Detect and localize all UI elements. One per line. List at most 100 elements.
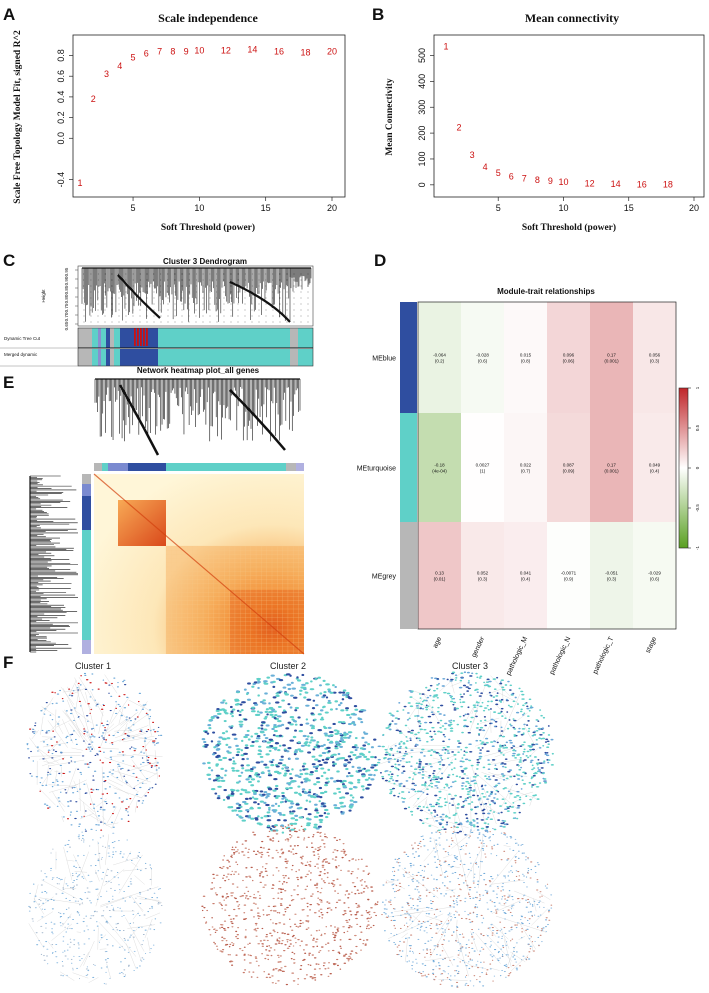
network-node [142, 933, 145, 935]
network-node [259, 700, 264, 704]
network-node [249, 876, 252, 879]
network-node [128, 964, 130, 966]
network-node [280, 967, 283, 969]
network-node [339, 702, 343, 705]
panel-e: E Network heatmap plot_all genes [3, 366, 305, 655]
network-node [449, 680, 453, 682]
network-node [518, 798, 522, 801]
network-node [436, 684, 439, 686]
network-node [334, 932, 338, 934]
network-node [404, 750, 407, 753]
network-node [523, 723, 526, 726]
network-node [201, 905, 204, 907]
network-node [312, 796, 317, 799]
module-color-segment [158, 328, 290, 348]
panel-d-color-scale [678, 387, 689, 549]
network-node [483, 681, 486, 684]
network-node [460, 696, 464, 698]
network-node [318, 818, 324, 822]
network-node [266, 819, 272, 822]
network-node [84, 674, 87, 676]
network-node [467, 803, 471, 805]
network-node [106, 961, 108, 963]
network-node [275, 833, 279, 835]
network-node [444, 801, 448, 804]
network-node [281, 831, 285, 834]
network-node [292, 945, 295, 947]
network-node [261, 943, 265, 945]
network-node [519, 710, 523, 713]
network-edge [85, 692, 96, 732]
network-node [260, 871, 264, 873]
panel-e-left-color-bar [82, 474, 91, 654]
network-node [90, 828, 93, 830]
grid-dot [244, 321, 246, 323]
network-node [250, 768, 254, 771]
network-node [483, 803, 486, 806]
network-node [279, 961, 282, 963]
network-node [541, 737, 546, 740]
network-node [226, 896, 230, 898]
network-node [122, 681, 125, 683]
network-node [430, 711, 434, 714]
network-node [504, 898, 507, 900]
network-node [476, 723, 479, 725]
network-node [118, 751, 121, 753]
heatmap-cell-pvalue: (4e-04) [432, 469, 447, 474]
network-node [151, 896, 154, 898]
network-node [384, 779, 388, 782]
network-node [497, 790, 500, 793]
network-node [530, 786, 534, 788]
network-node [521, 714, 525, 716]
network-node [38, 940, 41, 942]
network-node [139, 893, 142, 895]
network-node [355, 917, 358, 920]
network-edge [532, 898, 537, 912]
network-edge [75, 710, 92, 723]
network-edge [89, 814, 113, 829]
network-node [50, 867, 52, 869]
network-node [46, 774, 49, 776]
grid-dot [286, 279, 288, 281]
network-node [401, 765, 405, 768]
network-node [144, 929, 147, 931]
network-node [394, 717, 398, 719]
network-node [283, 819, 287, 822]
network-node [247, 851, 250, 853]
network-node [531, 768, 534, 771]
network-node [335, 907, 337, 909]
network-node [51, 757, 54, 759]
grid-dot [286, 321, 288, 323]
network-node [433, 694, 436, 697]
network-node [321, 802, 325, 805]
network-node [64, 844, 67, 846]
network-node [29, 907, 32, 909]
network-node [149, 787, 151, 789]
y-tick-label: 0.85 [64, 285, 69, 294]
network-edge [107, 782, 130, 795]
network-node [281, 932, 284, 934]
network-node [281, 970, 284, 972]
network-node [452, 701, 457, 704]
network-node [42, 741, 46, 743]
network-edge [453, 826, 469, 890]
network-node [517, 804, 521, 807]
network-node [91, 689, 94, 691]
network-edge [88, 977, 99, 983]
network-node [495, 784, 499, 787]
network-node [277, 897, 280, 899]
network-node [499, 805, 503, 807]
network-node [76, 922, 79, 924]
network-node [490, 800, 495, 802]
panel-b-x-label: Soft Threshold (power) [522, 222, 616, 233]
network-node [245, 867, 248, 869]
network-node [466, 777, 470, 779]
network-node [387, 773, 391, 776]
network-node [52, 933, 54, 935]
network-edge [68, 723, 81, 738]
network-node [241, 757, 245, 761]
network-node [135, 709, 138, 711]
network-edge [67, 767, 77, 793]
network-node [49, 714, 52, 716]
network-node [234, 699, 238, 702]
